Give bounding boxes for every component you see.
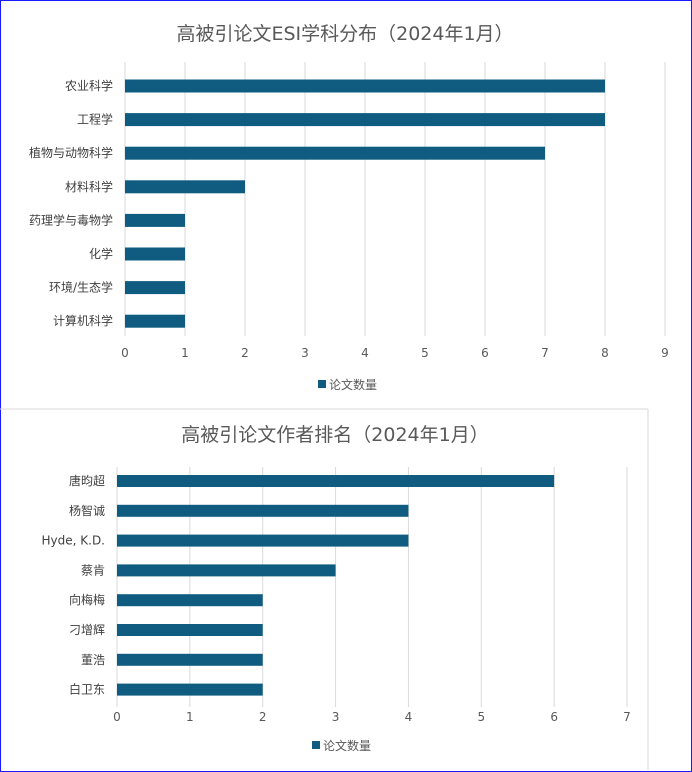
bar-5 [117, 594, 263, 607]
x-tick-label: 2 [241, 346, 249, 360]
x-tick-label: 5 [477, 710, 485, 724]
category-label: 药理学与毒物学 [29, 212, 113, 227]
bar-7 [125, 281, 185, 295]
bar-8 [125, 314, 185, 328]
chart-title: 高被引论文ESI学科分布（2024年1月） [176, 23, 513, 45]
category-label: 唐昀超 [69, 473, 105, 488]
bar-8 [117, 683, 263, 696]
category-label: Hyde, K.D. [42, 534, 106, 548]
x-tick-label: 4 [361, 346, 369, 360]
bar-4 [117, 564, 336, 577]
category-label: 董浩 [81, 653, 105, 667]
category-label: 杨智诚 [69, 503, 105, 518]
x-tick-label: 5 [421, 346, 429, 360]
category-label: 化学 [89, 246, 113, 261]
x-tick-label: 6 [481, 346, 489, 360]
category-label: 材料科学 [65, 179, 113, 194]
bar-1 [125, 79, 605, 93]
bar-1 [117, 475, 555, 487]
bar-6 [117, 624, 263, 636]
x-tick-label: 4 [405, 710, 413, 724]
x-tick-label: 7 [541, 346, 549, 360]
category-label: 计算机科学 [53, 313, 113, 328]
legend-swatch [318, 380, 326, 388]
category-label: 蔡肯 [81, 563, 105, 577]
category-label: 农业科学 [65, 78, 113, 93]
bar-2 [125, 113, 605, 127]
category-label: 工程学 [77, 112, 113, 127]
x-tick-label: 2 [259, 710, 267, 724]
category-label: 向梅梅 [69, 592, 105, 607]
x-tick-label: 9 [661, 346, 669, 360]
x-tick-label: 7 [623, 710, 631, 724]
x-tick-label: 0 [121, 346, 129, 360]
category-label: 环境/生态学 [49, 280, 113, 295]
x-tick-label: 8 [601, 346, 609, 360]
x-tick-label: 3 [301, 346, 309, 360]
bar-2 [117, 504, 409, 517]
x-tick-label: 1 [181, 346, 189, 360]
bar-7 [117, 653, 263, 666]
chart-title: 高被引论文作者排名（2024年1月） [181, 424, 488, 446]
bar-3 [125, 146, 545, 160]
legend-swatch [312, 741, 320, 749]
x-tick-label: 1 [186, 710, 194, 724]
bar-4 [125, 180, 245, 194]
x-tick-label: 6 [550, 710, 558, 724]
category-label: 白卫东 [69, 682, 105, 697]
bar-3 [117, 534, 409, 547]
category-label: 植物与动物科学 [29, 145, 113, 160]
legend-label: 论文数量 [323, 738, 371, 753]
category-label: 刁增辉 [69, 623, 105, 637]
bar-5 [125, 213, 185, 227]
legend-label: 论文数量 [329, 377, 377, 392]
bar-6 [125, 247, 185, 261]
x-tick-label: 3 [332, 710, 340, 724]
x-tick-label: 0 [113, 710, 121, 724]
